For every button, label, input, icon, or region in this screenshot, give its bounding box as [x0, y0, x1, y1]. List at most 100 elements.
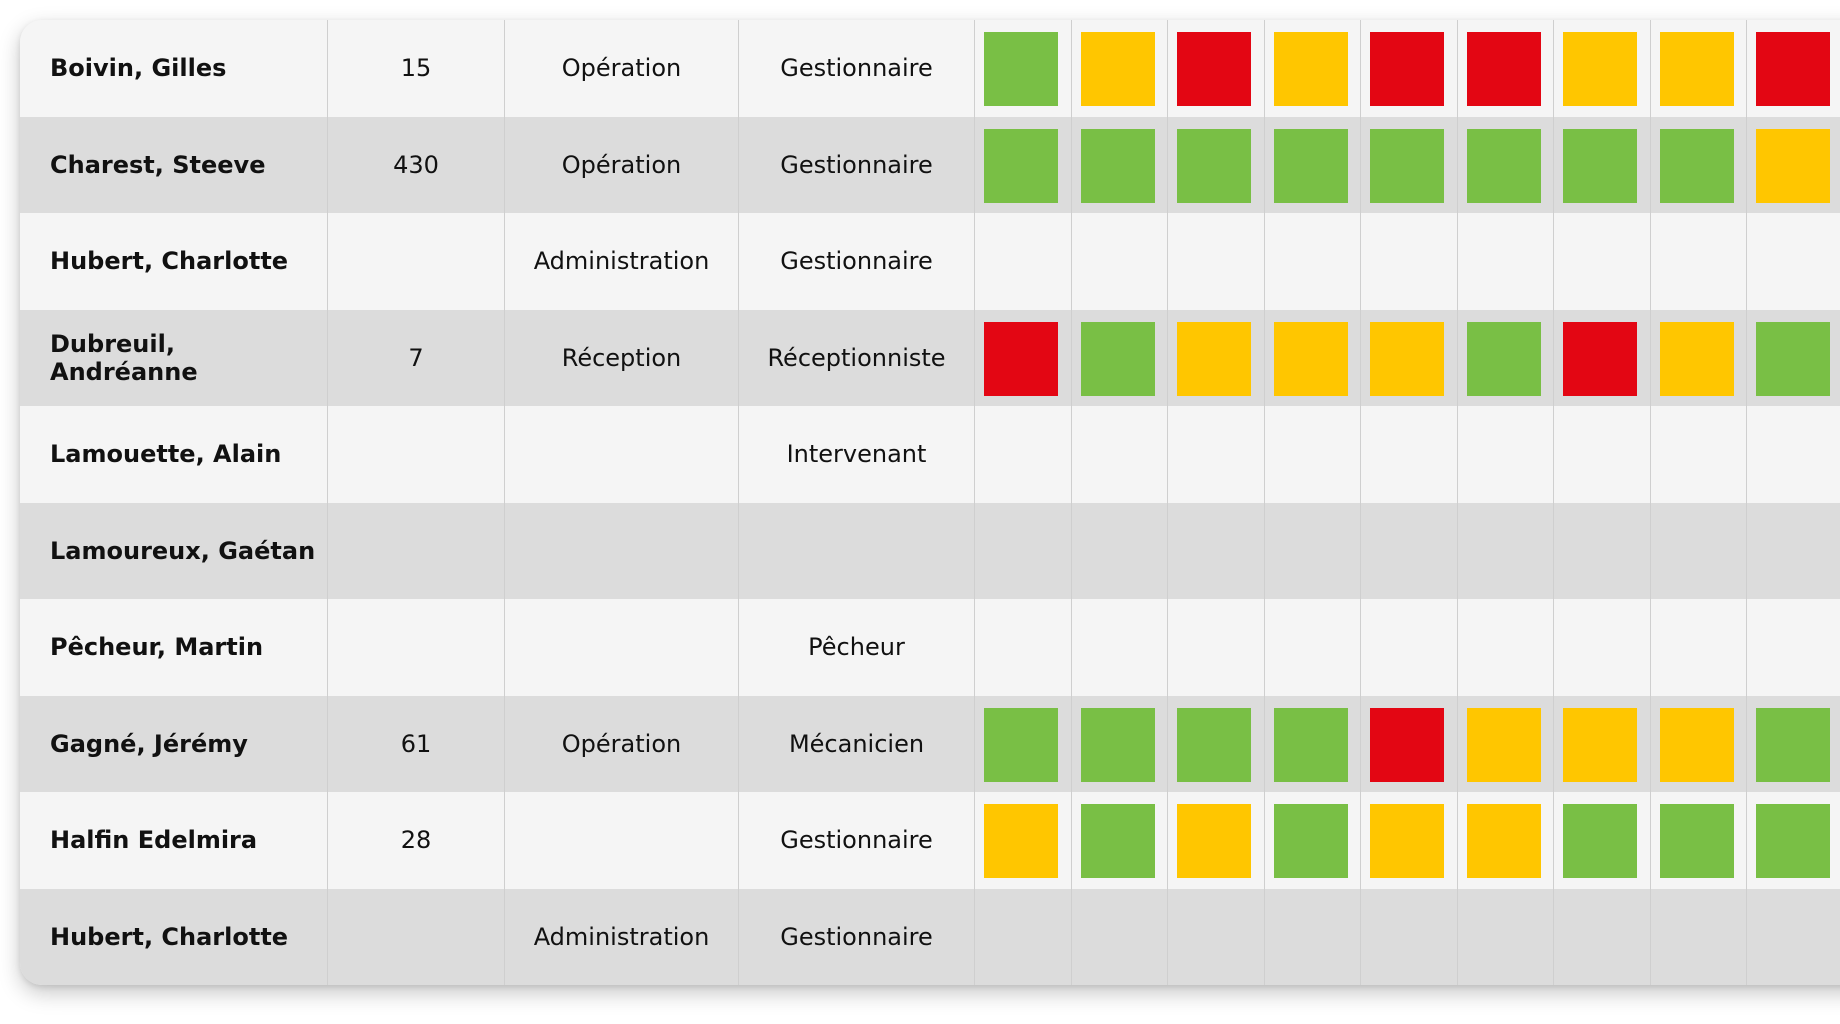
status-cell[interactable]: [1072, 792, 1168, 889]
status-cell[interactable]: [1747, 792, 1840, 889]
status-cell[interactable]: [1072, 20, 1168, 117]
table-row[interactable]: Gagné, Jérémy 61 Opération Mécanicien: [20, 695, 1840, 793]
status-cell[interactable]: [1265, 888, 1361, 985]
table-row[interactable]: Dubreuil, Andréanne 7 Réception Réceptionni…: [20, 309, 1840, 407]
status-cell[interactable]: [1651, 888, 1747, 985]
status-cell[interactable]: [1747, 117, 1840, 214]
status-cell[interactable]: [975, 406, 1072, 503]
status-cell[interactable]: [1361, 599, 1458, 696]
status-cell[interactable]: [1651, 792, 1747, 889]
status-cell[interactable]: [1747, 503, 1840, 600]
status-cell[interactable]: [1072, 309, 1168, 406]
status-cell[interactable]: [1458, 20, 1554, 117]
status-cell[interactable]: [1651, 502, 1747, 599]
status-cell[interactable]: [1072, 695, 1168, 792]
status-cell[interactable]: [1265, 309, 1361, 406]
status-cell[interactable]: [1168, 695, 1265, 792]
status-cell[interactable]: [1554, 599, 1651, 696]
status-cell[interactable]: [1265, 20, 1361, 117]
status-cell[interactable]: [1265, 792, 1361, 889]
status-cell[interactable]: [1458, 406, 1554, 503]
status-cell[interactable]: [1361, 406, 1458, 503]
status-cell[interactable]: [1554, 406, 1651, 503]
status-cell[interactable]: [975, 888, 1072, 985]
table-row[interactable]: Charest, Steeve 430 Opération Gestionnaire: [20, 116, 1840, 214]
status-cell[interactable]: [975, 309, 1072, 406]
status-cell[interactable]: [975, 792, 1072, 889]
status-cell[interactable]: [1168, 406, 1265, 503]
status-cell[interactable]: [1361, 888, 1458, 985]
status-cell[interactable]: [1651, 309, 1747, 406]
table-row[interactable]: Halfin Edelmira 28 Gestionnaire: [20, 792, 1840, 889]
status-cell[interactable]: [1168, 20, 1265, 117]
status-cell[interactable]: [975, 20, 1072, 117]
status-cell[interactable]: [975, 116, 1072, 213]
status-cell[interactable]: [1651, 20, 1747, 117]
status-cell[interactable]: [1554, 213, 1651, 310]
status-cell[interactable]: [1072, 213, 1168, 310]
status-cell[interactable]: [1458, 116, 1554, 213]
table-row[interactable]: Hubert, Charlotte Administration Gestionna…: [20, 888, 1840, 986]
status-cell[interactable]: [1265, 502, 1361, 599]
status-cell[interactable]: [1265, 116, 1361, 213]
status-cell[interactable]: [1554, 116, 1651, 213]
status-cell[interactable]: [1265, 406, 1361, 503]
status-cell[interactable]: [1265, 213, 1361, 310]
status-cell[interactable]: [1747, 213, 1840, 310]
status-cell[interactable]: [1168, 888, 1265, 985]
status-cell[interactable]: [1168, 213, 1265, 310]
table-row[interactable]: Pêcheur, Martin Pêcheur: [20, 599, 1840, 696]
status-cell[interactable]: [975, 502, 1072, 599]
status-cell[interactable]: [1651, 406, 1747, 503]
status-cell[interactable]: [1072, 888, 1168, 985]
status-cell[interactable]: [1554, 502, 1651, 599]
status-cell[interactable]: [975, 599, 1072, 696]
status-cell[interactable]: [1651, 213, 1747, 310]
status-cell[interactable]: [1651, 116, 1747, 213]
status-cell[interactable]: [1458, 792, 1554, 889]
status-cell[interactable]: [1168, 792, 1265, 889]
status-cell[interactable]: [1554, 695, 1651, 792]
status-cell[interactable]: [975, 695, 1072, 792]
table-row[interactable]: Boivin, Gilles 15 Opération Gestionnaire: [20, 20, 1840, 117]
status-cell[interactable]: [1458, 309, 1554, 406]
status-cell[interactable]: [1554, 309, 1651, 406]
status-cell[interactable]: [1458, 599, 1554, 696]
status-cell[interactable]: [1072, 116, 1168, 213]
status-cell[interactable]: [1554, 792, 1651, 889]
status-cell[interactable]: [1072, 502, 1168, 599]
status-cell[interactable]: [1458, 888, 1554, 985]
status-cell[interactable]: [1651, 695, 1747, 792]
table-row[interactable]: Lamouette, Alain Intervenant: [20, 406, 1840, 503]
status-cell[interactable]: [1747, 696, 1840, 793]
status-cell[interactable]: [1361, 116, 1458, 213]
table-row[interactable]: Lamoureux, Gaétan: [20, 502, 1840, 600]
status-cell[interactable]: [1072, 599, 1168, 696]
status-cell[interactable]: [1361, 792, 1458, 889]
status-cell[interactable]: [1747, 599, 1840, 696]
status-cell[interactable]: [975, 213, 1072, 310]
status-cell[interactable]: [1361, 502, 1458, 599]
status-cell[interactable]: [1458, 502, 1554, 599]
status-cell[interactable]: [1554, 20, 1651, 117]
status-cell[interactable]: [1361, 309, 1458, 406]
status-cell[interactable]: [1747, 20, 1840, 117]
status-cell[interactable]: [1747, 889, 1840, 986]
status-cell[interactable]: [1072, 406, 1168, 503]
status-cell[interactable]: [1361, 695, 1458, 792]
status-cell[interactable]: [1168, 116, 1265, 213]
table-row[interactable]: Hubert, Charlotte Administration Gestionna…: [20, 213, 1840, 310]
status-cell[interactable]: [1747, 406, 1840, 503]
status-cell[interactable]: [1458, 695, 1554, 792]
status-cell[interactable]: [1168, 599, 1265, 696]
status-cell[interactable]: [1554, 888, 1651, 985]
status-cell[interactable]: [1265, 695, 1361, 792]
status-cell[interactable]: [1747, 310, 1840, 407]
status-cell[interactable]: [1168, 502, 1265, 599]
status-cell[interactable]: [1361, 20, 1458, 117]
status-cell[interactable]: [1361, 213, 1458, 310]
status-cell[interactable]: [1651, 599, 1747, 696]
status-cell[interactable]: [1265, 599, 1361, 696]
status-cell[interactable]: [1168, 309, 1265, 406]
status-cell[interactable]: [1458, 213, 1554, 310]
